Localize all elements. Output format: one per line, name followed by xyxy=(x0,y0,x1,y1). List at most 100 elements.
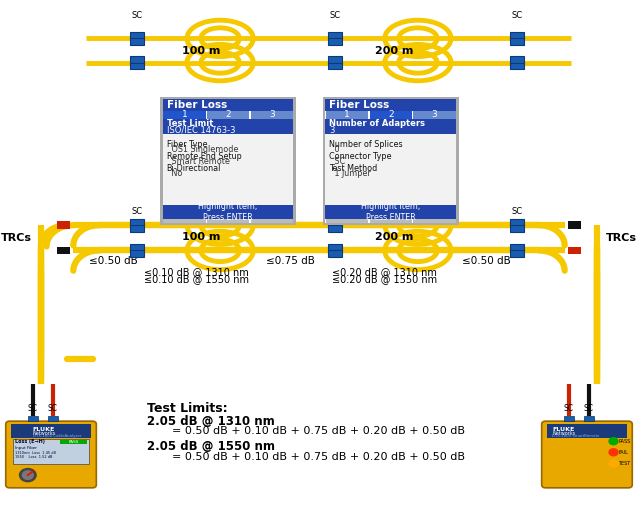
Circle shape xyxy=(609,449,618,456)
FancyBboxPatch shape xyxy=(163,134,293,205)
Text: Bi-Directional: Bi-Directional xyxy=(167,164,221,173)
Text: 0: 0 xyxy=(332,145,339,154)
Text: ≤0.10 dB @ 1550 nm: ≤0.10 dB @ 1550 nm xyxy=(144,274,249,284)
FancyBboxPatch shape xyxy=(510,219,524,232)
Text: SC: SC xyxy=(564,404,574,413)
Text: ISO/IEC 14763-3: ISO/IEC 14763-3 xyxy=(167,126,235,135)
Text: SC: SC xyxy=(131,11,143,20)
FancyBboxPatch shape xyxy=(163,119,293,134)
FancyBboxPatch shape xyxy=(325,99,456,111)
Text: Input Fiber: Input Fiber xyxy=(15,446,37,450)
Text: Networks: Networks xyxy=(33,431,56,436)
Text: DTX-1800 CableAnalyzer: DTX-1800 CableAnalyzer xyxy=(33,434,81,438)
FancyBboxPatch shape xyxy=(325,134,456,205)
Circle shape xyxy=(609,438,618,445)
FancyBboxPatch shape xyxy=(130,244,144,257)
Text: FLUKE: FLUKE xyxy=(33,427,55,432)
FancyBboxPatch shape xyxy=(27,416,38,421)
FancyBboxPatch shape xyxy=(163,111,205,119)
FancyBboxPatch shape xyxy=(130,32,144,45)
FancyBboxPatch shape xyxy=(163,99,293,223)
FancyBboxPatch shape xyxy=(57,247,70,254)
FancyBboxPatch shape xyxy=(323,97,459,225)
Text: SC: SC xyxy=(131,207,143,216)
FancyBboxPatch shape xyxy=(325,205,456,219)
FancyBboxPatch shape xyxy=(207,219,249,223)
Text: SC: SC xyxy=(329,207,341,216)
FancyBboxPatch shape xyxy=(328,56,342,69)
Text: Smart Remote: Smart Remote xyxy=(169,157,230,166)
FancyBboxPatch shape xyxy=(584,416,594,421)
FancyBboxPatch shape xyxy=(251,219,293,223)
FancyBboxPatch shape xyxy=(413,111,456,119)
Text: 100 m: 100 m xyxy=(182,45,220,56)
Text: ≤0.50 dB: ≤0.50 dB xyxy=(89,256,138,266)
FancyBboxPatch shape xyxy=(160,97,296,225)
FancyBboxPatch shape xyxy=(251,111,293,119)
Text: FLUKE: FLUKE xyxy=(552,427,574,432)
FancyBboxPatch shape xyxy=(328,219,342,232)
Text: Test Method: Test Method xyxy=(329,164,378,173)
FancyBboxPatch shape xyxy=(369,111,412,119)
FancyBboxPatch shape xyxy=(510,56,524,69)
FancyBboxPatch shape xyxy=(547,424,627,437)
FancyBboxPatch shape xyxy=(60,440,87,444)
FancyBboxPatch shape xyxy=(11,424,91,437)
FancyBboxPatch shape xyxy=(326,111,368,119)
FancyBboxPatch shape xyxy=(48,416,58,421)
FancyBboxPatch shape xyxy=(568,247,581,254)
Text: SC: SC xyxy=(28,404,38,413)
FancyBboxPatch shape xyxy=(57,221,70,229)
FancyBboxPatch shape xyxy=(163,219,205,223)
Text: FAIL: FAIL xyxy=(618,450,628,455)
Text: SC: SC xyxy=(329,11,341,20)
Text: ≤0.20 dB @ 1550 nm: ≤0.20 dB @ 1550 nm xyxy=(332,274,437,284)
Text: 100 m: 100 m xyxy=(182,232,220,242)
FancyBboxPatch shape xyxy=(328,32,342,45)
Text: ≤0.20 dB @ 1310 nm: ≤0.20 dB @ 1310 nm xyxy=(332,267,436,277)
FancyBboxPatch shape xyxy=(326,219,368,223)
Text: SC: SC xyxy=(511,11,523,20)
FancyBboxPatch shape xyxy=(6,421,96,488)
FancyBboxPatch shape xyxy=(163,205,293,219)
Text: Connector Type: Connector Type xyxy=(329,152,392,161)
Text: ≤0.50 dB: ≤0.50 dB xyxy=(462,256,510,266)
Text: OS1 Singlemode: OS1 Singlemode xyxy=(169,145,239,154)
Text: SC: SC xyxy=(332,157,345,166)
FancyBboxPatch shape xyxy=(130,219,144,232)
Text: 3: 3 xyxy=(431,111,437,119)
FancyBboxPatch shape xyxy=(207,111,249,119)
Text: 3: 3 xyxy=(269,111,274,119)
Text: ≤0.10 dB @ 1310 nm: ≤0.10 dB @ 1310 nm xyxy=(144,267,248,277)
Text: Test Limits:: Test Limits: xyxy=(147,401,227,415)
Text: Highlight Item,
Press ENTER: Highlight Item, Press ENTER xyxy=(361,203,420,222)
Circle shape xyxy=(20,469,36,482)
Text: TRCs: TRCs xyxy=(606,233,637,243)
Text: PASS: PASS xyxy=(68,440,78,444)
Text: Loss (E→H): Loss (E→H) xyxy=(15,439,45,444)
FancyBboxPatch shape xyxy=(163,99,293,111)
Text: Fiber Loss: Fiber Loss xyxy=(167,100,226,110)
Text: ≤0.75 dB: ≤0.75 dB xyxy=(266,256,315,266)
FancyBboxPatch shape xyxy=(542,421,632,488)
FancyBboxPatch shape xyxy=(325,119,456,134)
Text: = 0.50 dB + 0.10 dB + 0.75 dB + 0.20 dB + 0.50 dB: = 0.50 dB + 0.10 dB + 0.75 dB + 0.20 dB … xyxy=(172,451,465,462)
Text: 1550    Loss  1.52 dB: 1550 Loss 1.52 dB xyxy=(15,456,52,460)
Text: 3: 3 xyxy=(329,126,334,135)
Text: Number of Splices: Number of Splices xyxy=(329,140,403,149)
FancyBboxPatch shape xyxy=(328,244,342,257)
FancyBboxPatch shape xyxy=(568,221,581,229)
Text: 2.05 dB @ 1550 nm: 2.05 dB @ 1550 nm xyxy=(147,440,275,453)
FancyBboxPatch shape xyxy=(130,56,144,69)
FancyBboxPatch shape xyxy=(563,416,574,421)
FancyBboxPatch shape xyxy=(13,439,89,464)
Text: Highlight Item,
Press ENTER: Highlight Item, Press ENTER xyxy=(198,203,258,222)
Circle shape xyxy=(22,471,33,479)
FancyBboxPatch shape xyxy=(325,99,456,223)
Text: SC: SC xyxy=(48,404,57,413)
FancyBboxPatch shape xyxy=(413,219,456,223)
FancyBboxPatch shape xyxy=(510,244,524,257)
Text: 2: 2 xyxy=(388,111,394,119)
FancyBboxPatch shape xyxy=(369,219,412,223)
Text: SC: SC xyxy=(584,404,593,413)
